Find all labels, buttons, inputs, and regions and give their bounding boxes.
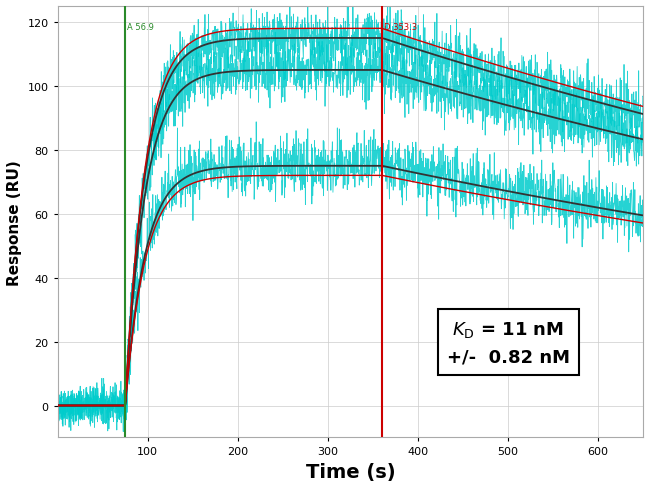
X-axis label: Time (s): Time (s)	[306, 462, 395, 481]
Text: A 56.9: A 56.9	[127, 23, 154, 32]
Y-axis label: Response (RU): Response (RU)	[7, 160, 22, 285]
Text: $\mathit{K}_{\mathrm{D}}$ = 11 nM
+/-  0.82 nM: $\mathit{K}_{\mathrm{D}}$ = 11 nM +/- 0.…	[447, 320, 570, 366]
Text: D 353.3: D 353.3	[384, 23, 417, 32]
